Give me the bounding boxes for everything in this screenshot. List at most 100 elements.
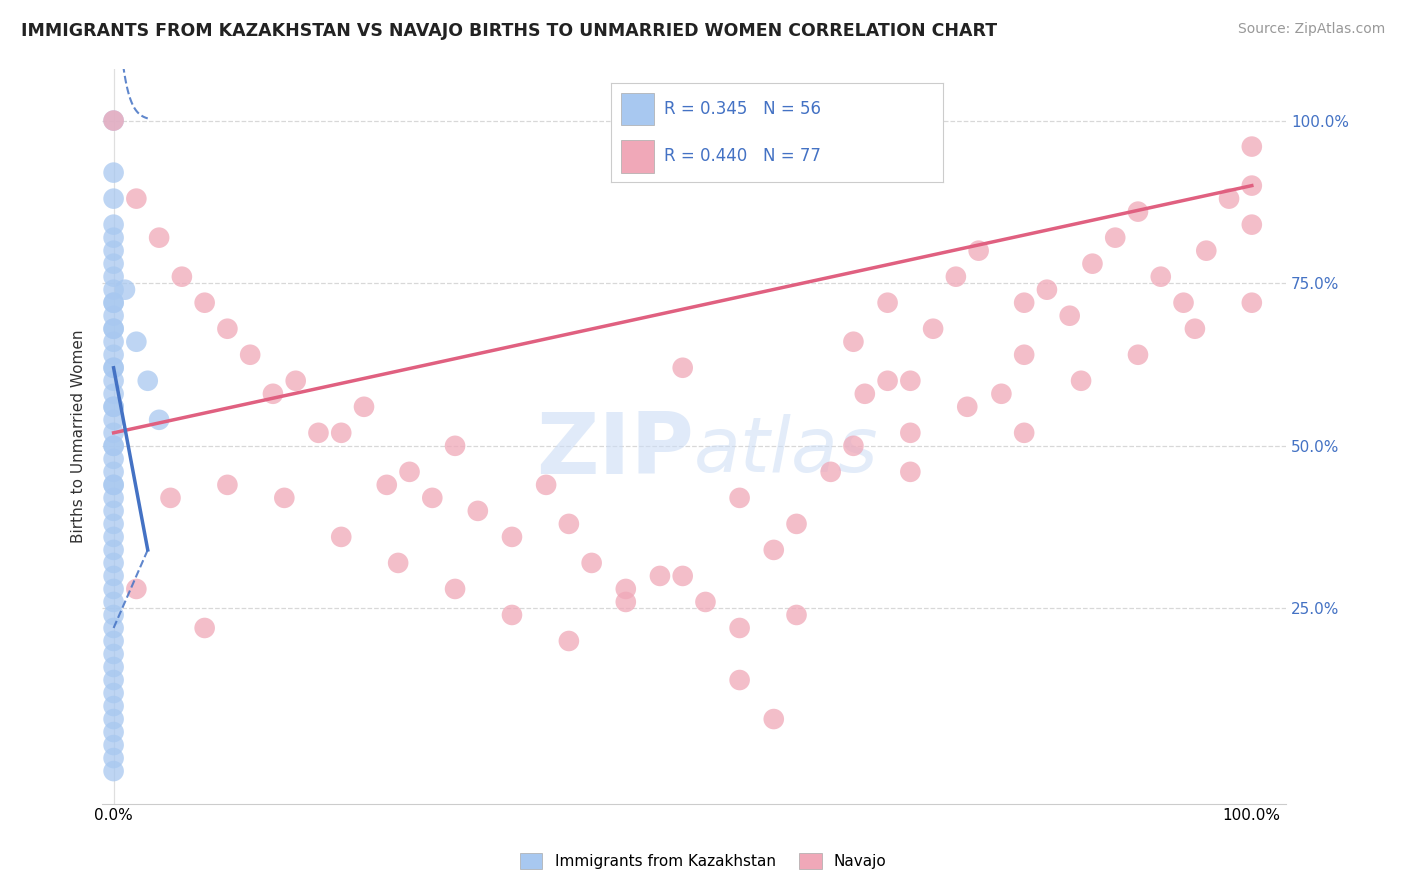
Point bbox=[1081, 257, 1104, 271]
Point bbox=[103, 295, 125, 310]
Point bbox=[1184, 322, 1206, 336]
Point bbox=[614, 595, 637, 609]
Point bbox=[1126, 204, 1149, 219]
Point bbox=[103, 348, 125, 362]
Point bbox=[284, 374, 307, 388]
Point bbox=[308, 425, 330, 440]
Point bbox=[728, 491, 751, 505]
Point bbox=[217, 478, 239, 492]
Point bbox=[672, 360, 695, 375]
Text: ZIP: ZIP bbox=[536, 409, 695, 492]
Point bbox=[159, 491, 181, 505]
Point bbox=[1150, 269, 1173, 284]
Y-axis label: Births to Unmarried Women: Births to Unmarried Women bbox=[72, 329, 86, 543]
Point bbox=[820, 465, 842, 479]
Point bbox=[420, 491, 443, 505]
Text: atlas: atlas bbox=[695, 414, 879, 488]
Point bbox=[103, 516, 125, 531]
Point bbox=[103, 400, 125, 414]
Point bbox=[103, 322, 125, 336]
Point bbox=[103, 569, 125, 583]
Point bbox=[103, 360, 125, 375]
Point bbox=[967, 244, 990, 258]
Point bbox=[1240, 178, 1263, 193]
Point bbox=[103, 673, 125, 687]
Point bbox=[125, 192, 148, 206]
Point bbox=[103, 192, 125, 206]
Point bbox=[1012, 348, 1035, 362]
Point bbox=[273, 491, 295, 505]
Point bbox=[103, 413, 125, 427]
Point bbox=[125, 582, 148, 596]
Point bbox=[534, 478, 557, 492]
Point bbox=[898, 465, 921, 479]
Point bbox=[330, 425, 353, 440]
Point bbox=[728, 673, 751, 687]
Point bbox=[103, 322, 125, 336]
Point bbox=[103, 425, 125, 440]
Point bbox=[648, 569, 671, 583]
Point bbox=[103, 634, 125, 648]
Point bbox=[614, 582, 637, 596]
Point bbox=[103, 478, 125, 492]
Point bbox=[103, 542, 125, 557]
Point bbox=[103, 491, 125, 505]
Point bbox=[762, 712, 785, 726]
Point bbox=[103, 712, 125, 726]
Point bbox=[558, 634, 581, 648]
Point bbox=[387, 556, 409, 570]
Point bbox=[103, 309, 125, 323]
Point bbox=[239, 348, 262, 362]
Point bbox=[353, 400, 375, 414]
Point bbox=[898, 425, 921, 440]
Point bbox=[1070, 374, 1092, 388]
Point bbox=[103, 360, 125, 375]
Point bbox=[103, 113, 125, 128]
Point bbox=[103, 725, 125, 739]
Point bbox=[103, 556, 125, 570]
Point bbox=[103, 686, 125, 700]
Point bbox=[375, 478, 398, 492]
Point bbox=[103, 478, 125, 492]
Point bbox=[103, 621, 125, 635]
Point bbox=[922, 322, 945, 336]
Point bbox=[103, 166, 125, 180]
Point bbox=[1104, 230, 1126, 244]
Point bbox=[103, 374, 125, 388]
Point bbox=[842, 439, 865, 453]
Point bbox=[1240, 139, 1263, 153]
Point bbox=[876, 295, 898, 310]
Point bbox=[695, 595, 717, 609]
Point bbox=[581, 556, 603, 570]
Point bbox=[1126, 348, 1149, 362]
Point bbox=[1240, 295, 1263, 310]
Point bbox=[114, 283, 136, 297]
Point bbox=[103, 751, 125, 765]
Point bbox=[956, 400, 979, 414]
Point bbox=[103, 386, 125, 401]
Point bbox=[103, 295, 125, 310]
Point bbox=[444, 582, 467, 596]
Point bbox=[194, 621, 217, 635]
Point bbox=[842, 334, 865, 349]
Point bbox=[103, 244, 125, 258]
Point bbox=[467, 504, 489, 518]
Point bbox=[148, 413, 170, 427]
Point bbox=[103, 660, 125, 674]
Point bbox=[1218, 192, 1240, 206]
Point bbox=[786, 607, 808, 622]
Point bbox=[945, 269, 967, 284]
Legend: Immigrants from Kazakhstan, Navajo: Immigrants from Kazakhstan, Navajo bbox=[513, 847, 893, 875]
Text: Source: ZipAtlas.com: Source: ZipAtlas.com bbox=[1237, 22, 1385, 37]
Point bbox=[444, 439, 467, 453]
Point bbox=[898, 374, 921, 388]
Point bbox=[330, 530, 353, 544]
Point bbox=[103, 764, 125, 778]
Point bbox=[103, 230, 125, 244]
Point bbox=[1240, 218, 1263, 232]
Point bbox=[136, 374, 159, 388]
Point bbox=[762, 542, 785, 557]
Point bbox=[103, 607, 125, 622]
Point bbox=[103, 595, 125, 609]
Point bbox=[501, 607, 523, 622]
